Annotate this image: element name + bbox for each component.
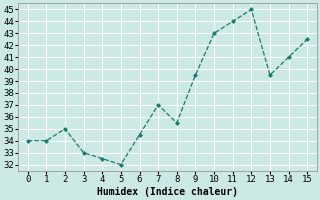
X-axis label: Humidex (Indice chaleur): Humidex (Indice chaleur) (97, 186, 238, 197)
